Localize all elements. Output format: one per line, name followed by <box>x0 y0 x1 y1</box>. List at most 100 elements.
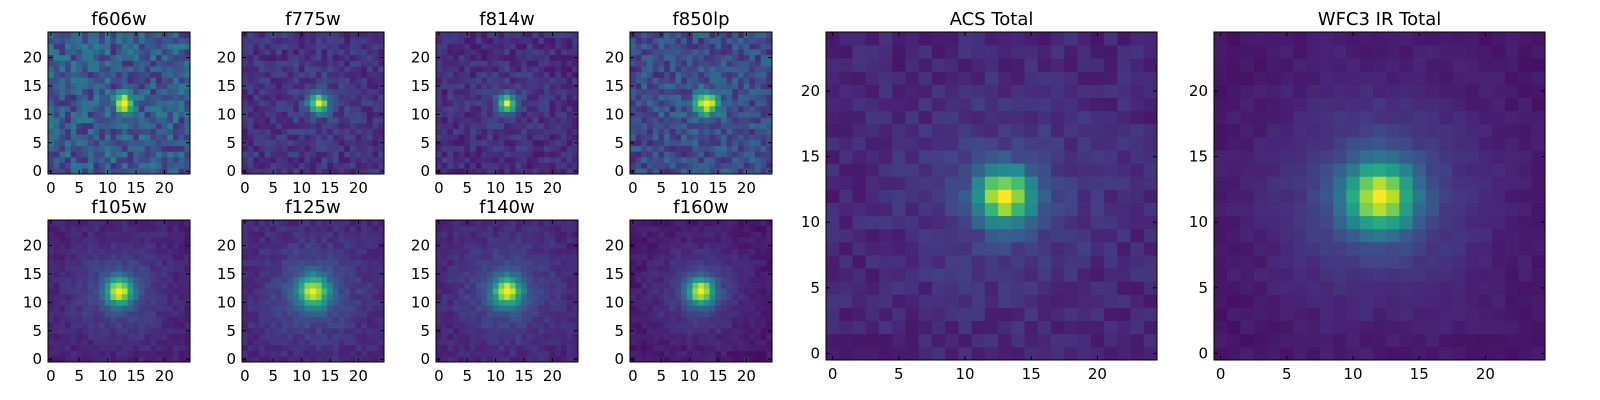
heatmap-cell <box>155 168 162 175</box>
heatmap-cell <box>549 145 556 152</box>
heatmap-cell <box>361 168 368 175</box>
heatmap-cell <box>692 139 699 146</box>
heatmap-cell <box>749 333 756 340</box>
heatmap-cell <box>658 111 665 118</box>
heatmap-cell <box>555 122 562 129</box>
heatmap-cell <box>453 350 460 357</box>
heatmap-cell <box>321 88 328 95</box>
heatmap-cell <box>555 117 562 124</box>
heatmap-cell <box>349 322 356 329</box>
heatmap-cell <box>344 54 351 61</box>
heatmap-cell <box>635 105 642 112</box>
heatmap-cell <box>138 310 145 317</box>
heatmap-cell <box>304 88 311 95</box>
heatmap-cell <box>76 282 83 289</box>
heatmap-cell <box>754 71 762 78</box>
heatmap-cell <box>155 117 162 124</box>
heatmap-cell <box>492 305 499 312</box>
heatmap-cell <box>366 122 374 129</box>
heatmap-cell <box>87 231 94 238</box>
heatmap-cell <box>664 71 671 78</box>
heatmap-cell <box>737 71 744 78</box>
heatmap-cell <box>698 128 705 135</box>
heatmap-cell <box>447 77 454 84</box>
heatmap-cell <box>116 134 123 141</box>
heatmap-cell <box>315 271 322 278</box>
heatmap-cell <box>344 271 351 278</box>
heatmap-cell <box>355 151 362 158</box>
panel-title: f160w <box>673 197 728 218</box>
heatmap-cell <box>532 248 539 255</box>
heatmap-cell <box>470 43 477 50</box>
y-tick-label: 15 <box>217 77 236 95</box>
heatmap-cell <box>155 49 162 56</box>
heatmap-cell <box>630 305 637 312</box>
heatmap-cell <box>487 122 494 129</box>
heatmap-cell <box>150 49 157 56</box>
heatmap-cell <box>259 231 266 238</box>
heatmap-cell <box>560 66 568 73</box>
heatmap-cell <box>543 83 550 90</box>
heatmap-cell <box>726 66 733 73</box>
heatmap-cell <box>161 134 168 141</box>
heatmap-cell <box>447 111 454 118</box>
heatmap-cell <box>464 242 471 249</box>
heatmap-cell <box>138 248 145 255</box>
heatmap-cell <box>87 83 94 90</box>
heatmap-cell <box>293 111 300 118</box>
heatmap-cell <box>361 66 368 73</box>
heatmap-cell <box>458 88 465 95</box>
heatmap-cell <box>344 293 351 300</box>
heatmap-cell <box>327 105 334 112</box>
heatmap-cell <box>264 282 271 289</box>
heatmap-cell <box>669 356 676 363</box>
heatmap-cell <box>259 305 266 312</box>
heatmap-cell <box>749 71 756 78</box>
heatmap-cell <box>749 43 756 50</box>
heatmap-cell <box>270 105 277 112</box>
heatmap-cell <box>366 231 374 238</box>
heatmap-cell <box>247 54 254 61</box>
heatmap-cell <box>332 151 339 158</box>
heatmap-cell <box>247 344 254 352</box>
heatmap-cell <box>441 305 448 312</box>
heatmap-cell <box>264 77 271 84</box>
heatmap-cell <box>310 54 317 61</box>
heatmap-cell <box>99 356 106 363</box>
heatmap-cell <box>749 288 756 295</box>
heatmap-cell <box>298 305 305 312</box>
heatmap-cell <box>321 231 328 238</box>
heatmap-cell <box>658 43 665 50</box>
heatmap-cell <box>247 37 254 44</box>
heatmap-cell <box>453 322 460 329</box>
heatmap-cell <box>498 259 505 266</box>
heatmap-cell <box>247 339 254 346</box>
heatmap-cell <box>315 333 322 340</box>
y-tick-label: 5 <box>32 322 42 340</box>
heatmap-cell <box>59 168 66 175</box>
heatmap-cell <box>737 128 744 135</box>
heatmap-cell <box>93 259 100 266</box>
heatmap-cell <box>492 37 499 44</box>
heatmap-cell <box>281 162 288 169</box>
heatmap-cell <box>138 117 145 124</box>
heatmap-cell <box>253 54 260 61</box>
heatmap-cell <box>366 248 374 255</box>
heatmap-cell <box>630 37 637 44</box>
heatmap-cell <box>526 139 533 146</box>
heatmap-cell <box>630 316 637 323</box>
heatmap-cell <box>144 293 151 300</box>
heatmap-cell <box>178 77 185 84</box>
heatmap-cell <box>349 156 356 164</box>
heatmap-cell <box>298 105 305 112</box>
heatmap-cell <box>441 134 448 141</box>
heatmap-cell <box>133 288 140 295</box>
heatmap-cell <box>310 271 317 278</box>
heatmap-cell <box>686 151 693 158</box>
heatmap-cell <box>287 66 294 73</box>
heatmap-cell <box>453 139 460 146</box>
heatmap-cell <box>481 356 488 363</box>
heatmap-cell <box>48 77 55 84</box>
heatmap-cell <box>327 333 334 340</box>
heatmap-cell <box>116 32 123 39</box>
